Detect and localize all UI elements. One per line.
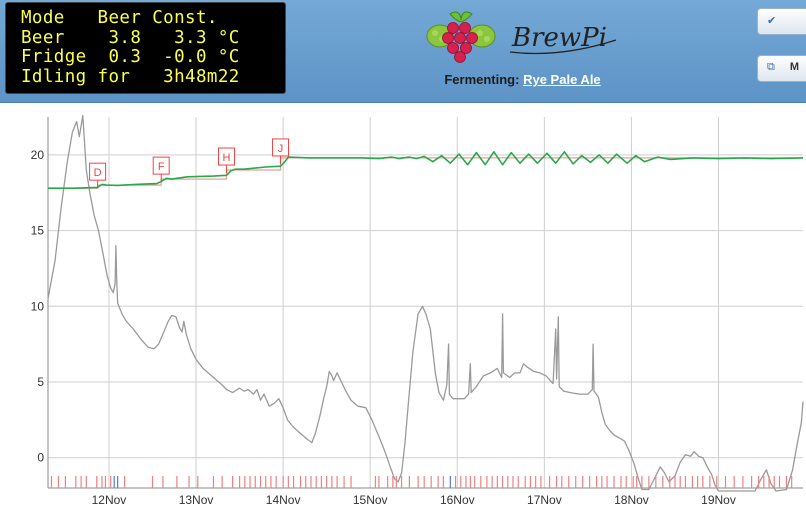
x-tick-label: 19Nov: [701, 493, 736, 507]
x-tick-label: 18Nov: [614, 493, 649, 507]
beer-temp-line: [48, 151, 804, 189]
annotation-flag: [89, 162, 107, 181]
y-tick-label: 5: [37, 375, 44, 389]
check-icon: ✔: [767, 15, 777, 27]
annotation-label: J: [278, 143, 284, 155]
lcd-line-state: Idling for 3h48m22: [21, 66, 240, 87]
annotation-flag: [152, 156, 170, 175]
fermenting-line: Fermenting: Rye Pale Ale: [380, 72, 665, 87]
x-tick-label: 16Nov: [440, 493, 475, 507]
y-tick-label: 20: [31, 148, 45, 162]
brewpi-logo: BrewPi: [426, 11, 617, 63]
fridge-temp-line: [47, 114, 804, 492]
header-bar: Mode Beer Const. Beer 3.8 3.3 °C Fridge …: [0, 0, 806, 103]
popout-button-label: M: [789, 61, 800, 73]
annotation-label: F: [158, 161, 165, 173]
annotation-flag: [218, 147, 236, 166]
chart-axis-labels: 0 5 10 15 20 12Nov 13Nov 14Nov 15Nov 16Nov 17Nov 18…: [31, 148, 736, 507]
x-tick-label: 17Nov: [527, 493, 562, 507]
y-tick-label: 0: [37, 451, 44, 465]
lcd-line-fridge: Fridge 0.3 -0.0 °C: [21, 47, 240, 67]
popout-icon: ⧉: [767, 61, 775, 73]
y-tick-label: 10: [31, 299, 45, 313]
annotation-label: D: [94, 167, 102, 179]
fermenting-label: Fermenting:: [444, 72, 520, 87]
annotation-flag: [272, 138, 290, 157]
chart-annotations: D F H J: [89, 138, 290, 189]
x-tick-label: 15Nov: [353, 493, 388, 507]
lcd-line-mode: Mode Beer Const.: [21, 8, 218, 28]
popout-button[interactable]: ⧉ M: [757, 55, 806, 82]
x-tick-label: 13Nov: [179, 493, 214, 507]
lcd-display: Mode Beer Const. Beer 3.8 3.3 °C Fridge …: [5, 2, 286, 94]
x-tick-label: 14Nov: [266, 493, 301, 507]
raspberry-icon: [426, 11, 496, 63]
chart-grid: [47, 117, 803, 489]
brewpi-logo-text: BrewPi: [511, 23, 607, 53]
y-tick-label: 15: [31, 224, 45, 238]
annotation-label: H: [223, 152, 231, 164]
x-tick-label: 12Nov: [92, 493, 127, 507]
check-button[interactable]: ✔: [757, 8, 806, 35]
beer-name-link[interactable]: Rye Pale Ale: [523, 72, 601, 87]
temperature-chart[interactable]: D F H J 0 5 10 15 20 12Nov 13Nov 14Nov 15Nov 16Nov 17…: [0, 103, 806, 524]
lcd-line-beer: Beer 3.8 3.3 °C: [21, 27, 240, 48]
chart-state-marks: [50, 476, 793, 488]
